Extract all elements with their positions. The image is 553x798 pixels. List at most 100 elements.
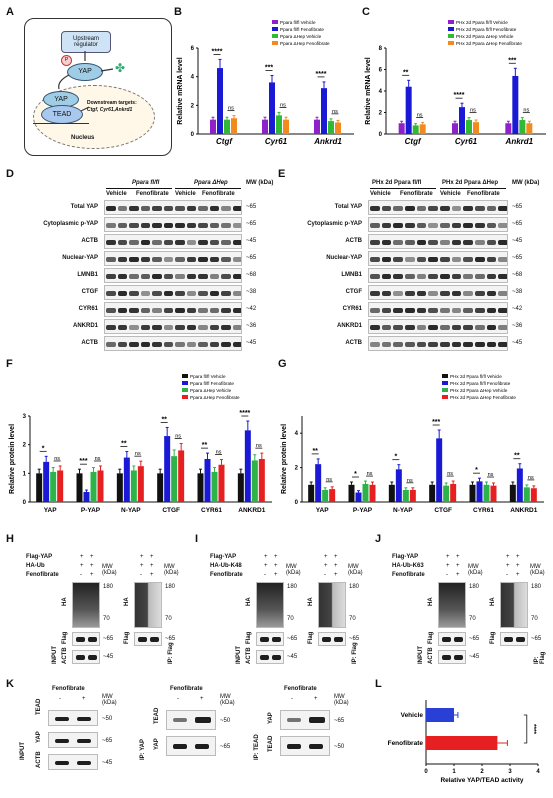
k-ipyap-tead-blot (166, 710, 216, 730)
blot-band (221, 206, 231, 211)
legend-swatch (272, 41, 278, 45)
blot-band (475, 325, 485, 330)
panel-h-figure: Flag-YAP + + + + HA-Ub + + + + Fenofibrate - + - + MW (… (16, 544, 194, 676)
coip-row1-lane2: + (274, 554, 278, 560)
bar (483, 484, 490, 502)
coip-row3-lane1: - (80, 572, 82, 578)
k-iptead-m50: ~50 (334, 744, 345, 750)
coip-ip-m70: 70 (349, 616, 356, 622)
blot-band (393, 206, 403, 211)
k-input-m50: ~50 (102, 716, 113, 722)
coip-row3-lane2: + (90, 572, 94, 578)
k-actb-label-1: ACTB (36, 751, 42, 768)
blot-band (152, 291, 162, 296)
blot-band (106, 342, 116, 347)
blot-band (232, 325, 241, 330)
coip-input-m45: ~45 (103, 654, 114, 660)
y-tick-label: 3 (23, 414, 27, 420)
blot-band (381, 308, 392, 313)
legend-swatch (182, 381, 188, 385)
blot-band (232, 308, 241, 313)
blot-strip (368, 268, 508, 283)
coip-row3-lane1: - (446, 572, 448, 578)
legend-swatch (272, 34, 278, 38)
sig-label: * (42, 445, 45, 452)
blot-band (106, 291, 116, 296)
sig-label: ** (121, 441, 127, 448)
blot-band (152, 274, 162, 279)
sig-label: *** (79, 458, 87, 465)
blot-band (498, 257, 507, 262)
sig-label: ns (256, 443, 262, 449)
chart-f: 0 1 2 3 Relative protein level * ns YAP *** ns P-Y… (9, 374, 272, 514)
blot-band (428, 291, 438, 296)
bar (355, 492, 362, 502)
blot-band (117, 308, 127, 313)
coip-row1-ip-lane2: + (516, 554, 520, 560)
bar (36, 473, 43, 502)
coip-row1-label: Flag-YAP (26, 554, 53, 560)
blot-band (393, 325, 403, 330)
blot-band (129, 308, 139, 313)
bar (335, 122, 341, 134)
blot-band (405, 274, 415, 279)
category-label: N-YAP (121, 507, 141, 514)
blot-band (117, 240, 127, 245)
coip-row2-lane2: + (456, 563, 460, 569)
blot-band (198, 291, 208, 296)
bar (164, 436, 171, 502)
blot-strip (368, 200, 508, 215)
blot-band (440, 206, 450, 211)
coip-input-flag-blot (72, 632, 100, 646)
coip-input-label: INPUT (236, 646, 242, 664)
blot-band (117, 274, 127, 279)
category-label: Ctgf (216, 137, 233, 146)
blot-row-label: ACTB (81, 340, 98, 346)
blot-mw-label: ~65 (512, 255, 523, 261)
blot-band (129, 206, 139, 211)
sig-label: ns (135, 451, 141, 457)
y-tick-label: 6 (379, 68, 383, 74)
coip-row3-label: Fenofibrate (26, 572, 59, 578)
blot-strip (104, 285, 242, 300)
blot-band (186, 206, 196, 211)
bar (276, 115, 282, 134)
tead-label: TEAD (52, 111, 72, 118)
legend-swatch (182, 395, 188, 399)
blot-band (140, 274, 150, 279)
sig-label: ns (332, 109, 338, 115)
category-label: Vehicle (401, 712, 424, 719)
k-input-minus: - (59, 696, 61, 702)
panel-label-i: I (195, 533, 199, 545)
bar (258, 459, 265, 502)
x-axis-label: Relative YAP/TEAD activity (440, 777, 523, 784)
blot-strip (368, 302, 508, 317)
blot-band (393, 240, 403, 245)
k-input-feno: Fenofibrate (52, 686, 85, 692)
bar (137, 466, 144, 502)
blot-band (451, 223, 462, 228)
bar (308, 484, 315, 502)
blot-row-label: ANKRD1 (72, 323, 98, 329)
bar (450, 483, 457, 502)
blot-band (221, 223, 231, 228)
k-yap-label-2: YAP (154, 738, 160, 750)
legend-label: PHx 2d Ppara fl/fl Vehicle (450, 374, 502, 379)
sig-label: *** (265, 64, 273, 71)
blot-band (498, 308, 507, 313)
coip-flag-label: Flag (246, 631, 252, 644)
sig-label: ns (95, 456, 101, 462)
blot-band (416, 274, 427, 279)
blot-band (393, 291, 403, 296)
blot-band (209, 223, 219, 228)
legend-label: Ppara fl/fl Vehicle (190, 374, 226, 379)
blot-band (129, 291, 139, 296)
blot-row-label: Total YAP (334, 204, 362, 210)
blot-band (198, 240, 208, 245)
blot-band (405, 206, 415, 211)
blot-band (381, 206, 392, 211)
y-tick-label: 2 (23, 443, 27, 449)
sig-label: ** (514, 453, 520, 460)
bar (519, 120, 526, 134)
blot-band (428, 206, 438, 211)
